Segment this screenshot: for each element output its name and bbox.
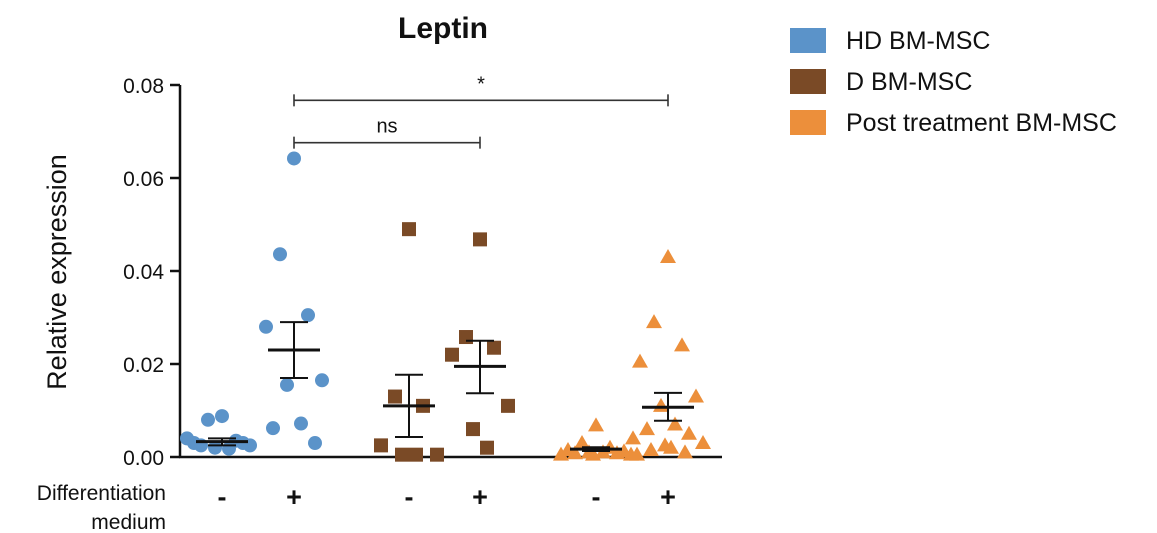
data-point bbox=[695, 435, 711, 450]
y-tick-label: 0.04 bbox=[123, 261, 164, 284]
data-point bbox=[315, 373, 329, 388]
data-point bbox=[222, 441, 236, 456]
data-point bbox=[585, 446, 601, 461]
x-tick-label: + bbox=[286, 482, 302, 512]
data-point bbox=[646, 314, 662, 329]
data-point bbox=[301, 308, 315, 323]
data-point bbox=[501, 398, 515, 413]
data-point bbox=[430, 447, 444, 462]
data-point bbox=[681, 425, 697, 440]
data-point bbox=[609, 445, 625, 460]
legend-swatch bbox=[790, 69, 826, 94]
data-point bbox=[667, 416, 683, 431]
data-point bbox=[374, 438, 388, 453]
x-tick-label: - bbox=[592, 482, 601, 512]
data-point bbox=[632, 353, 648, 368]
data-point bbox=[480, 440, 494, 455]
data-point bbox=[588, 417, 604, 432]
x-axis-label-line1: Differentiation bbox=[37, 482, 166, 505]
data-point bbox=[266, 421, 280, 436]
y-ticks: 0.00 0.02 0.04 0.06 0.08 bbox=[123, 75, 180, 470]
y-tick-label: 0.08 bbox=[123, 75, 164, 98]
data-point bbox=[395, 447, 409, 462]
legend-swatch bbox=[790, 110, 826, 135]
data-point bbox=[639, 421, 655, 436]
data-point bbox=[629, 446, 645, 461]
data-point bbox=[388, 389, 402, 404]
x-axis-label-line2: medium bbox=[91, 511, 166, 533]
x-tick-labels: - + - + - + bbox=[218, 482, 676, 512]
data-point bbox=[663, 439, 679, 454]
legend-label: D BM-MSC bbox=[846, 68, 972, 96]
error-bars bbox=[196, 321, 694, 452]
data-point bbox=[294, 416, 308, 431]
data-point bbox=[445, 347, 459, 362]
data-point bbox=[208, 440, 222, 455]
data-point bbox=[287, 151, 301, 166]
data-point bbox=[180, 431, 194, 446]
data-point bbox=[473, 232, 487, 247]
data-point bbox=[660, 249, 676, 264]
legend: HD BM-MSC D BM-MSC Post treatment BM-MSC bbox=[790, 27, 1117, 137]
data-points bbox=[180, 151, 711, 462]
legend-label: Post treatment BM-MSC bbox=[846, 109, 1117, 137]
data-point bbox=[677, 444, 693, 459]
data-point bbox=[280, 377, 294, 392]
data-point bbox=[567, 445, 583, 460]
data-point bbox=[674, 337, 690, 352]
data-point bbox=[259, 319, 273, 334]
legend-swatch bbox=[790, 28, 826, 53]
x-tick-label: - bbox=[218, 482, 227, 512]
x-tick-label: + bbox=[660, 482, 676, 512]
chart-title: Leptin bbox=[398, 12, 488, 45]
data-point bbox=[574, 435, 590, 450]
data-point bbox=[487, 340, 501, 355]
data-point bbox=[201, 412, 215, 427]
data-point bbox=[459, 330, 473, 345]
y-tick-label: 0.02 bbox=[123, 354, 164, 377]
x-tick-label: + bbox=[472, 482, 488, 512]
legend-label: HD BM-MSC bbox=[846, 27, 990, 55]
data-point bbox=[402, 222, 416, 237]
data-point bbox=[643, 442, 659, 457]
x-tick-label: - bbox=[405, 482, 414, 512]
y-tick-label: 0.00 bbox=[123, 447, 164, 470]
y-axis-label: Relative expression bbox=[42, 154, 72, 390]
data-point bbox=[308, 436, 322, 451]
data-point bbox=[553, 446, 569, 461]
significance-label: ns bbox=[376, 116, 397, 138]
data-point bbox=[653, 397, 669, 412]
data-point bbox=[688, 388, 704, 403]
data-point bbox=[625, 430, 641, 445]
significance-label: * bbox=[477, 73, 485, 95]
data-point bbox=[215, 409, 229, 424]
data-point bbox=[409, 447, 423, 462]
data-point bbox=[466, 422, 480, 437]
data-point bbox=[273, 247, 287, 262]
significance-annotations: * ns bbox=[293, 73, 669, 149]
y-tick-label: 0.06 bbox=[123, 168, 164, 191]
